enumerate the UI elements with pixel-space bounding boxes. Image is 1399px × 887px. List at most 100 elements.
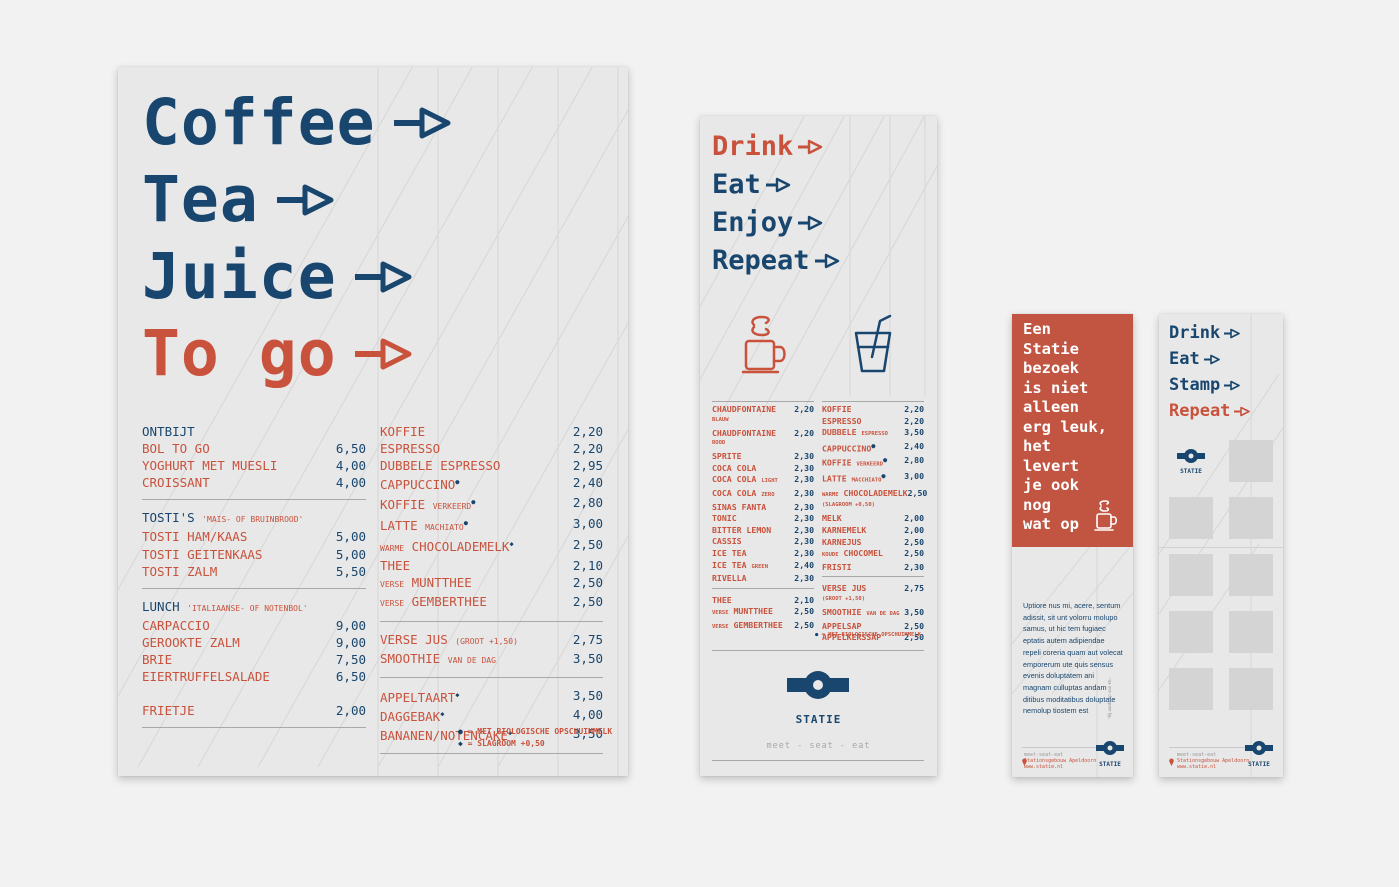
narrow-menu: Drink Eat Enjoy Repeat CHAUDFONTAINE 2,20…: [700, 116, 937, 776]
headline-juice: Juice: [142, 245, 413, 308]
divider: [142, 499, 366, 501]
divider: [380, 752, 603, 754]
stamp-footer: meet-seat-eat Stationsgebouw Apeldoorn w…: [1177, 752, 1250, 770]
fold-line: [1159, 547, 1283, 548]
stamp-box[interactable]: [1169, 497, 1213, 539]
stamp-box[interactable]: [1169, 668, 1213, 710]
divider: [822, 401, 924, 402]
headline-repeat: Repeat: [1169, 403, 1251, 420]
arrow-right-icon: [393, 107, 451, 138]
stamp-box[interactable]: [1229, 497, 1273, 539]
menu-row: FRIETJE 2,00: [142, 703, 366, 719]
brand-name: STATIE: [1248, 761, 1270, 768]
stamp-box[interactable]: [1169, 611, 1213, 653]
stamp-box[interactable]: [1169, 554, 1213, 596]
menu-row: APPELTAART◆ 3,50: [380, 687, 603, 705]
divider: [712, 650, 924, 651]
menu-row: ICE TEA 2,30: [712, 547, 814, 558]
flyer-footer: meet-seat-eat Stationsgebouw Apeldoorn w…: [1024, 752, 1097, 770]
menu-row: KARNEJUS 2,50: [822, 536, 924, 547]
divider: [712, 587, 814, 589]
statie-logo-icon: [1177, 449, 1205, 463]
juice-glass-icon: [854, 314, 892, 373]
arrow-right-icon: [354, 338, 412, 369]
menu-row: TOSTI ZALM 5,50: [142, 563, 366, 579]
headline-drink: Drink: [712, 133, 823, 160]
menu-row-sub: (SLAGROOM +0,50): [822, 502, 875, 509]
menu-row: CASSIS 2,30: [712, 536, 814, 547]
menu-row: KARNEMELK 2,00: [822, 524, 924, 535]
divider: [380, 620, 603, 622]
menu-row: EIERTRUFFELSALADE 6,50: [142, 669, 366, 685]
headline-stamp: Stamp: [1169, 377, 1240, 394]
arrow-right-icon: [1234, 406, 1251, 417]
statie-logo-icon: [1245, 741, 1273, 755]
divider: [142, 587, 366, 589]
menu-row-sub: BLAUW: [712, 416, 729, 423]
menu-row: DAGGEBAK◆ 4,00: [380, 707, 603, 725]
flyer-body-text: Uptiore nus mi, acere, sentum adissit, s…: [1023, 601, 1123, 716]
stamp-box[interactable]: [1229, 440, 1273, 482]
divider: [380, 676, 603, 678]
menu-row: BITTER LEMON 2,30: [712, 524, 814, 535]
organic-milk-dot-icon: ●: [471, 497, 476, 506]
location-pin-icon: [1169, 758, 1174, 766]
menu-row: SPRITE 2,30: [712, 451, 814, 462]
menu-row: KOFFIE 2,20: [380, 424, 603, 439]
arrow-right-icon: [798, 139, 823, 154]
menu-row: DUBBELE ESPRESSO 3,50: [822, 427, 924, 438]
menu-row: TOSTI HAM/KAAS 5,00: [142, 529, 366, 545]
stamp-box[interactable]: [1229, 554, 1273, 596]
menu-row: SINAS FANTA 2,30: [712, 501, 814, 512]
location-pin-icon: [1022, 758, 1027, 766]
brand-name: STATIE: [795, 713, 842, 726]
menu-row: YOGHURT MET MUESLI 4,00: [142, 458, 366, 474]
menu-row: KOFFIE VERKEERD● 2,80: [380, 494, 603, 512]
menu-row: SMOOTHIE VAN DE DAG 3,50: [822, 606, 924, 617]
stamp-box[interactable]: [1229, 611, 1273, 653]
menu-row: VERSE GEMBERTHEE 2,50: [712, 619, 814, 630]
menu-row: COCA COLA LIGHT 2,30: [712, 474, 814, 485]
menu-row: CAPPUCCINO● 2,40: [380, 475, 603, 493]
menu-row: BOL TO GO 6,50: [142, 441, 366, 457]
organic-milk-dot-icon: ●: [455, 478, 460, 487]
arrow-right-icon: [1224, 328, 1240, 339]
menu-row: SMOOTHIE VAN DE DAG 3,50: [380, 650, 603, 666]
menu-row: THEE 2,10: [712, 594, 814, 605]
section-title: ONTBIJT: [142, 424, 195, 439]
menu-row: ESPRESSO 2,20: [380, 441, 603, 457]
menu-row: CHAUDFONTAINE 2,20: [712, 427, 814, 438]
headline-to-go: To go: [142, 322, 413, 385]
arrow-right-icon: [765, 177, 790, 192]
soft-drinks-column: CHAUDFONTAINE 2,20 BLAUW CHAUDFONTAINE 2,2…: [712, 401, 814, 634]
menu-row: MELK 2,00: [822, 513, 924, 524]
stamp-card: Drink Eat Stamp Repeat STATIE meet-seat-…: [1159, 314, 1283, 777]
arrow-right-icon: [276, 184, 334, 215]
menu-row: LATTE MACHIATO● 3,00: [380, 515, 603, 533]
stamp-box[interactable]: [1229, 668, 1273, 710]
legend: ● = MET BIOLOGISCHE OPSCHUIMMELK: [815, 632, 921, 638]
legend: ● = MET BIOLOGISCHE OPSCHUIMMELK ◆ = SLA…: [458, 727, 613, 748]
menu-row: BANANEN/NOTENCAKE◆ 3,50: [380, 726, 603, 744]
arrow-right-icon: [814, 253, 839, 268]
menu-row: VERSE MUNTTHEE 2,50: [712, 606, 814, 617]
menu-row: KOFFIE 2,20: [822, 404, 924, 414]
menu-row: APPELKERSSAP 2,50: [822, 632, 924, 643]
menu-row: KOUDE CHOCOMEL 2,50: [822, 548, 924, 559]
headline-tea: Tea: [142, 168, 335, 231]
tagline: meet - seat - eat: [766, 741, 871, 751]
menu-row: KOFFIE VERKEERD● 2,80: [822, 455, 924, 468]
divider: [142, 727, 366, 729]
whipped-cream-diamond-icon: ◆: [507, 729, 513, 738]
menu-row: CAPPUCCINO● 2,40: [822, 440, 924, 454]
menu-row: VERSE MUNTTHEE 2,50: [380, 575, 603, 591]
menu-row: CHAUDFONTAINE 2,20: [712, 404, 814, 414]
arrow-right-icon: [354, 261, 412, 292]
menu-row: DUBBELE ESPRESSO 2,95: [380, 458, 603, 474]
statie-logo-icon: [1096, 741, 1124, 755]
menu-row: APPELSAP 2,50: [822, 620, 924, 631]
brand-name: STATIE: [1099, 761, 1121, 768]
headline-drink: Drink: [1169, 325, 1240, 342]
menu-row: WARME CHOCOLADEMELK 2,50: [822, 487, 928, 498]
divider: [712, 760, 924, 761]
